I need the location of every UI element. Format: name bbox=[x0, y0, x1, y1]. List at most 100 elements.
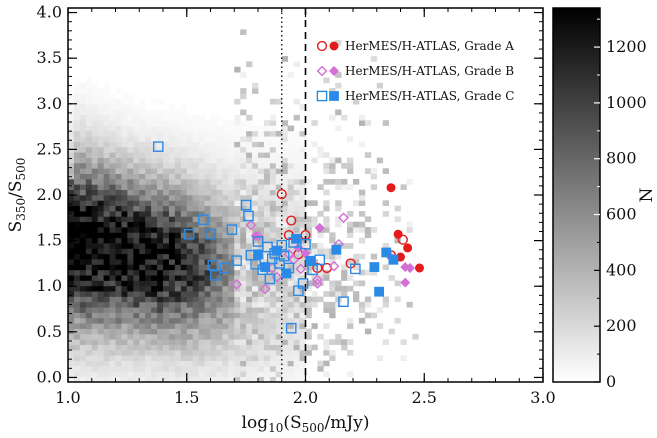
heatmap-cell bbox=[79, 333, 87, 340]
heatmap-cell bbox=[234, 152, 241, 158]
heatmap-cell bbox=[68, 211, 75, 217]
heatmap-cell bbox=[174, 317, 182, 324]
heatmap-cell bbox=[192, 200, 199, 207]
heatmap-cell bbox=[97, 195, 104, 201]
heatmap-cell bbox=[240, 269, 247, 276]
heatmap-cell bbox=[287, 323, 294, 329]
heatmap-cell bbox=[293, 146, 300, 153]
heatmap-cell bbox=[145, 355, 152, 361]
heatmap-cell bbox=[186, 200, 194, 207]
heatmap-cell bbox=[210, 312, 217, 319]
heatmap-cell bbox=[157, 243, 164, 249]
heatmap-cell bbox=[79, 146, 87, 153]
heatmap-cell bbox=[252, 216, 259, 223]
heatmap-cell bbox=[210, 211, 217, 217]
heatmap-cell bbox=[198, 168, 205, 174]
heatmap-cell bbox=[240, 109, 247, 116]
heatmap-cell bbox=[234, 216, 241, 223]
heatmap-cell bbox=[204, 355, 211, 361]
heatmap-cell bbox=[127, 184, 134, 190]
heatmap-cell bbox=[311, 221, 318, 228]
heatmap-cell bbox=[269, 130, 277, 137]
heatmap-cell bbox=[174, 109, 182, 116]
heatmap-cell bbox=[281, 189, 289, 196]
heatmap-cell bbox=[216, 141, 223, 148]
heatmap-cell bbox=[341, 114, 348, 121]
legend-marker-open bbox=[316, 65, 328, 77]
heatmap-cell bbox=[168, 237, 176, 244]
heatmap-cell bbox=[145, 365, 152, 372]
heatmap-cell bbox=[192, 371, 199, 377]
heatmap-cell bbox=[121, 376, 128, 383]
heatmap-cell bbox=[168, 296, 176, 303]
point-open-square bbox=[264, 273, 276, 285]
heatmap-cell bbox=[234, 307, 241, 313]
heatmap-cell bbox=[151, 275, 158, 281]
heatmap-cell bbox=[127, 120, 134, 126]
heatmap-cell bbox=[145, 259, 152, 265]
point-open-square bbox=[297, 278, 309, 289]
heatmap-cell bbox=[204, 173, 211, 180]
heatmap-cell bbox=[198, 285, 205, 292]
heatmap-cell bbox=[364, 232, 372, 239]
heatmap-cell bbox=[198, 120, 205, 126]
heatmap-cell bbox=[79, 136, 87, 142]
heatmap-cell bbox=[323, 77, 330, 84]
heatmap-cell bbox=[73, 269, 81, 276]
heatmap-cell bbox=[281, 227, 289, 233]
heatmap-cell bbox=[157, 376, 164, 383]
heatmap-cell bbox=[269, 371, 277, 377]
heatmap-cell bbox=[139, 323, 146, 329]
heatmap-cell bbox=[85, 120, 93, 126]
heatmap-cell bbox=[216, 200, 223, 207]
heatmap-cell bbox=[151, 98, 158, 105]
heatmap-cell bbox=[287, 339, 294, 345]
heatmap-cell bbox=[210, 344, 217, 351]
heatmap-cell bbox=[275, 162, 283, 169]
heatmap-cell bbox=[115, 200, 122, 207]
heatmap-cell bbox=[347, 259, 354, 265]
heatmap-cell bbox=[73, 349, 81, 356]
heatmap-cell bbox=[73, 189, 81, 196]
heatmap-cell bbox=[216, 376, 223, 383]
heatmap-cell bbox=[323, 178, 330, 185]
heatmap-cell bbox=[252, 371, 259, 377]
heatmap-cell bbox=[73, 237, 81, 244]
heatmap-cell bbox=[275, 333, 283, 340]
heatmap-cell bbox=[168, 157, 176, 164]
point-filled-square bbox=[281, 268, 292, 279]
heatmap-cell bbox=[210, 178, 217, 185]
heatmap-cell bbox=[168, 269, 176, 276]
heatmap-cell bbox=[168, 104, 176, 110]
heatmap-cell bbox=[228, 173, 235, 180]
heatmap-cell bbox=[353, 291, 360, 297]
heatmap-cell bbox=[91, 227, 99, 233]
heatmap-cell bbox=[246, 216, 253, 223]
heatmap-cell bbox=[275, 360, 283, 367]
heatmap-cell bbox=[168, 243, 176, 249]
heatmap-cell bbox=[258, 269, 265, 276]
heatmap-cell bbox=[145, 237, 152, 244]
heatmap-cell bbox=[151, 189, 158, 196]
heatmap-cell bbox=[68, 162, 75, 169]
heatmap-cell bbox=[258, 301, 265, 308]
heatmap-cell bbox=[180, 211, 188, 217]
heatmap-cell bbox=[174, 333, 182, 340]
heatmap-cell bbox=[139, 253, 146, 260]
heatmap-cell bbox=[258, 221, 265, 228]
heatmap-cell bbox=[299, 307, 306, 313]
heatmap-cell bbox=[234, 339, 241, 345]
heatmap-cell bbox=[139, 162, 146, 169]
heatmap-cell bbox=[234, 125, 241, 132]
heatmap-cell bbox=[228, 339, 235, 345]
point-open-square bbox=[152, 141, 164, 152]
heatmap-cell bbox=[293, 136, 300, 142]
heatmap-cell bbox=[121, 323, 128, 329]
heatmap-cell bbox=[115, 371, 122, 377]
heatmap-cell bbox=[127, 195, 134, 201]
heatmap-cell bbox=[293, 355, 300, 361]
heatmap-cell bbox=[168, 232, 176, 239]
heatmap-cell bbox=[275, 317, 283, 324]
heatmap-cell bbox=[121, 93, 128, 100]
heatmap-cell bbox=[287, 168, 294, 174]
